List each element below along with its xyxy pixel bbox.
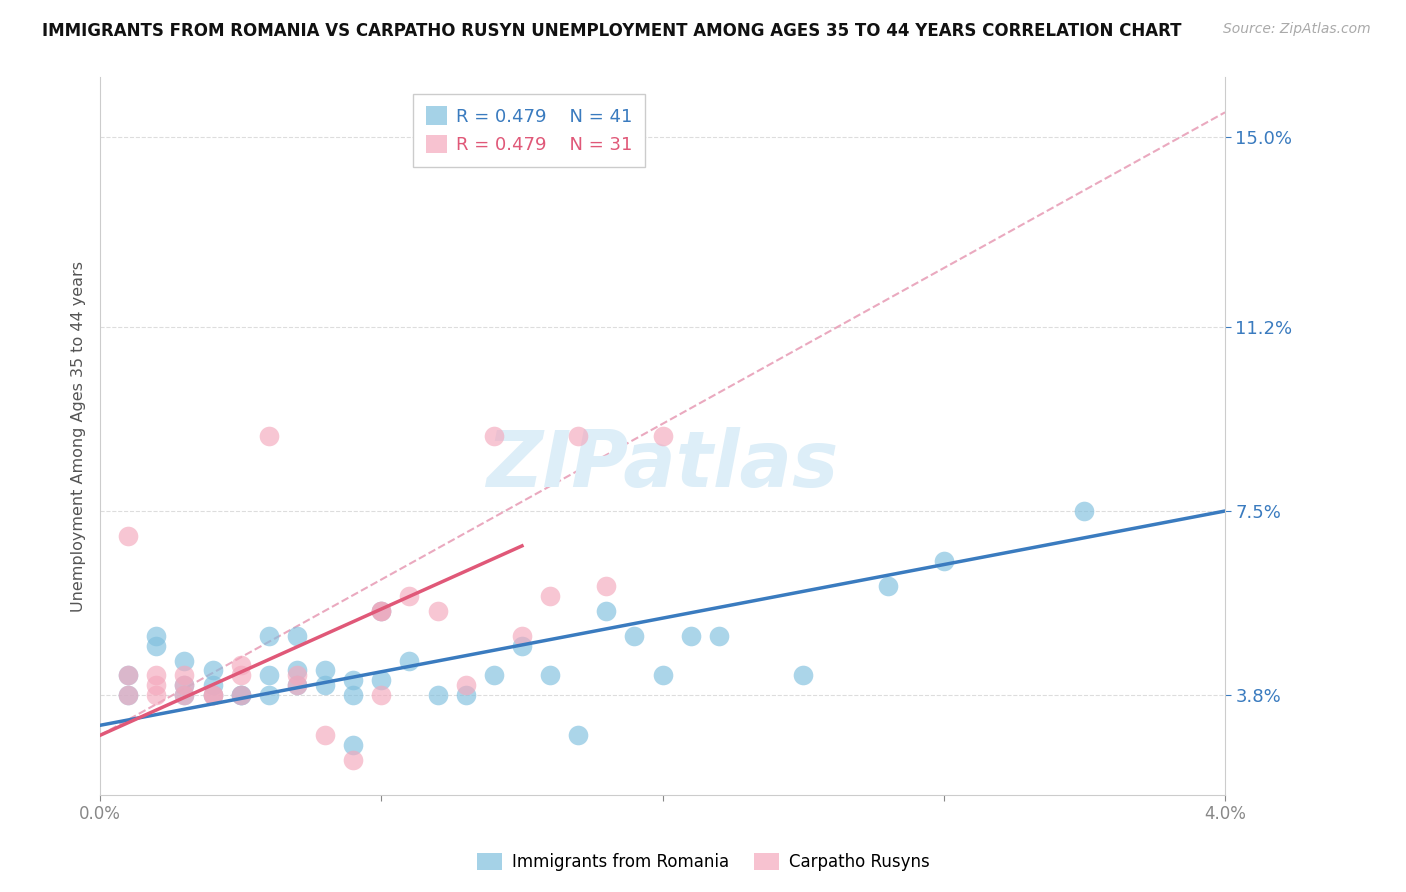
Text: IMMIGRANTS FROM ROMANIA VS CARPATHO RUSYN UNEMPLOYMENT AMONG AGES 35 TO 44 YEARS: IMMIGRANTS FROM ROMANIA VS CARPATHO RUSY… bbox=[42, 22, 1181, 40]
Text: ZIPatlas: ZIPatlas bbox=[486, 427, 839, 503]
Point bbox=[426, 689, 449, 703]
Point bbox=[173, 653, 195, 667]
Point bbox=[370, 673, 392, 688]
Point bbox=[229, 689, 252, 703]
Point bbox=[117, 668, 139, 682]
Point bbox=[117, 668, 139, 682]
Point bbox=[454, 689, 477, 703]
Point bbox=[595, 579, 617, 593]
Point bbox=[342, 753, 364, 767]
Point bbox=[510, 629, 533, 643]
Point bbox=[370, 689, 392, 703]
Point bbox=[201, 689, 224, 703]
Point bbox=[285, 668, 308, 682]
Point bbox=[876, 579, 898, 593]
Point bbox=[792, 668, 814, 682]
Point bbox=[285, 629, 308, 643]
Point bbox=[398, 653, 420, 667]
Point bbox=[201, 689, 224, 703]
Point bbox=[623, 629, 645, 643]
Point bbox=[229, 658, 252, 673]
Point bbox=[257, 629, 280, 643]
Point bbox=[285, 664, 308, 678]
Point bbox=[370, 604, 392, 618]
Point bbox=[314, 728, 336, 742]
Point bbox=[145, 678, 167, 692]
Point bbox=[257, 429, 280, 443]
Point bbox=[567, 728, 589, 742]
Point bbox=[229, 689, 252, 703]
Point bbox=[426, 604, 449, 618]
Point bbox=[257, 689, 280, 703]
Point bbox=[314, 678, 336, 692]
Point bbox=[173, 678, 195, 692]
Legend: Immigrants from Romania, Carpatho Rusyns: Immigrants from Romania, Carpatho Rusyns bbox=[468, 845, 938, 880]
Point bbox=[229, 668, 252, 682]
Point bbox=[932, 554, 955, 568]
Point bbox=[201, 689, 224, 703]
Point bbox=[173, 678, 195, 692]
Point bbox=[454, 678, 477, 692]
Point bbox=[342, 673, 364, 688]
Point bbox=[651, 429, 673, 443]
Point bbox=[567, 429, 589, 443]
Text: Source: ZipAtlas.com: Source: ZipAtlas.com bbox=[1223, 22, 1371, 37]
Point bbox=[370, 604, 392, 618]
Point bbox=[117, 689, 139, 703]
Point bbox=[342, 738, 364, 752]
Point bbox=[285, 678, 308, 692]
Y-axis label: Unemployment Among Ages 35 to 44 years: Unemployment Among Ages 35 to 44 years bbox=[72, 260, 86, 612]
Point bbox=[679, 629, 702, 643]
Point bbox=[651, 668, 673, 682]
Point bbox=[1073, 504, 1095, 518]
Point bbox=[201, 678, 224, 692]
Point bbox=[117, 529, 139, 543]
Point bbox=[229, 689, 252, 703]
Point bbox=[145, 629, 167, 643]
Point bbox=[595, 604, 617, 618]
Point bbox=[538, 589, 561, 603]
Point bbox=[117, 689, 139, 703]
Point bbox=[398, 589, 420, 603]
Point bbox=[145, 689, 167, 703]
Point bbox=[510, 639, 533, 653]
Point bbox=[257, 668, 280, 682]
Point bbox=[173, 689, 195, 703]
Point bbox=[173, 689, 195, 703]
Point bbox=[482, 668, 505, 682]
Point bbox=[342, 689, 364, 703]
Point bbox=[538, 668, 561, 682]
Point bbox=[173, 668, 195, 682]
Point bbox=[314, 664, 336, 678]
Point bbox=[285, 678, 308, 692]
Point bbox=[145, 668, 167, 682]
Point bbox=[370, 604, 392, 618]
Point bbox=[707, 629, 730, 643]
Legend: R = 0.479    N = 41, R = 0.479    N = 31: R = 0.479 N = 41, R = 0.479 N = 31 bbox=[413, 94, 645, 167]
Point bbox=[201, 664, 224, 678]
Point bbox=[145, 639, 167, 653]
Point bbox=[482, 429, 505, 443]
